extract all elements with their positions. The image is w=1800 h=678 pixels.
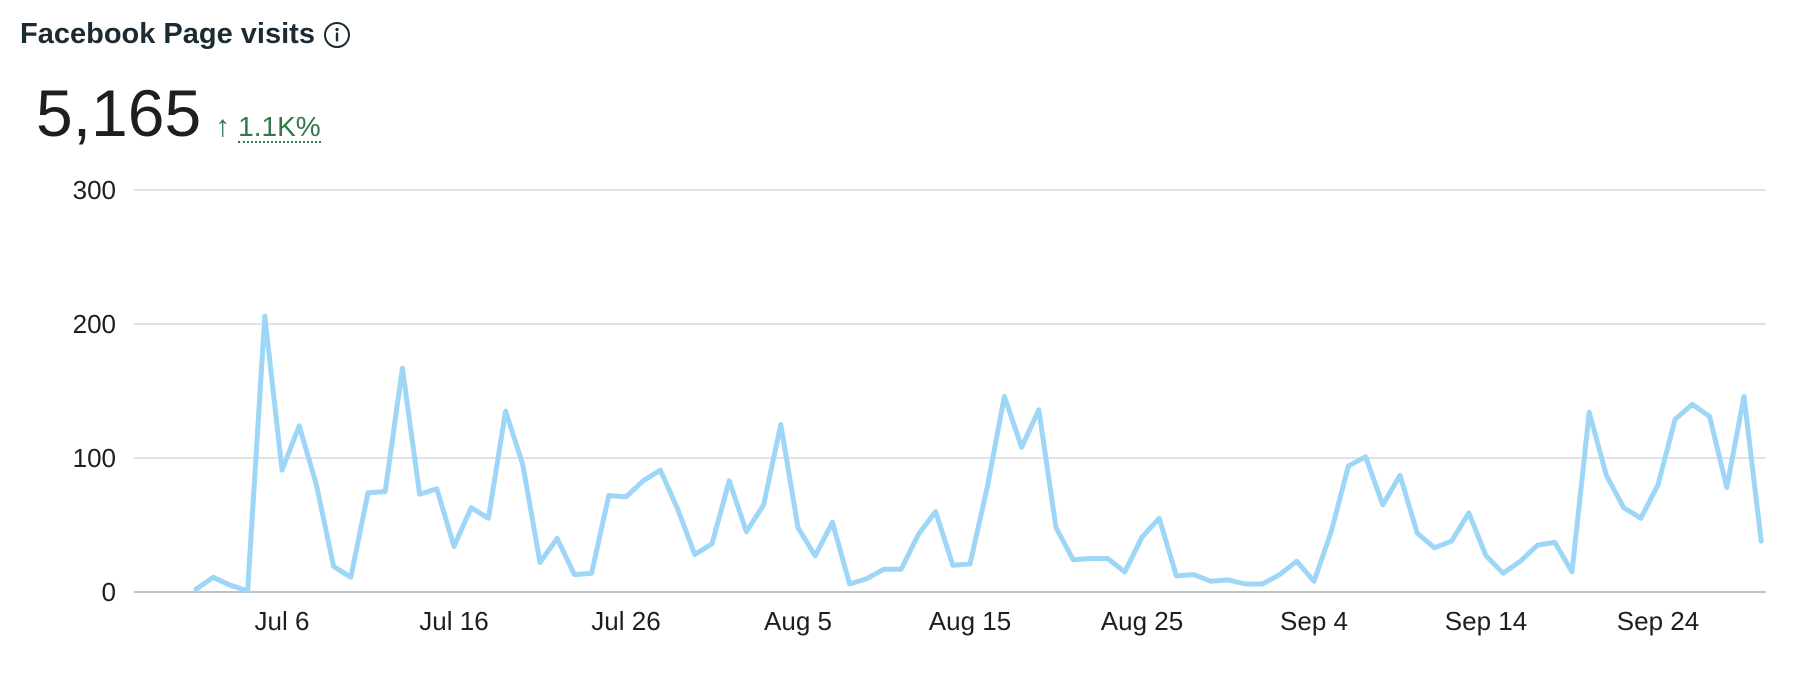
x-tick-label: Aug 5 bbox=[764, 606, 832, 636]
total-visits-stat: 5,165 ↑ 1.1K% bbox=[36, 80, 321, 146]
series-line bbox=[193, 313, 1764, 594]
x-tick-label: Aug 25 bbox=[1101, 606, 1183, 636]
x-tick-label: Aug 15 bbox=[929, 606, 1011, 636]
info-circle-icon[interactable] bbox=[323, 21, 351, 49]
arrow-up-icon: ↑ bbox=[215, 110, 231, 143]
x-tick-label: Jul 16 bbox=[419, 606, 488, 636]
x-tick-label: Jul 6 bbox=[255, 606, 310, 636]
chart-header: Facebook Page visits bbox=[20, 18, 351, 51]
delta-percent[interactable]: 1.1K% bbox=[238, 111, 321, 144]
y-tick-label: 300 bbox=[73, 175, 116, 205]
x-tick-label: Sep 24 bbox=[1617, 606, 1699, 636]
chart-title: Facebook Page visits bbox=[20, 18, 315, 50]
x-tick-label: Jul 26 bbox=[591, 606, 660, 636]
x-tick-label: Sep 4 bbox=[1280, 606, 1348, 636]
delta-indicator: ↑ 1.1K% bbox=[215, 110, 321, 144]
y-tick-label: 100 bbox=[73, 443, 116, 473]
total-visits-value: 5,165 bbox=[36, 76, 202, 150]
y-tick-label: 0 bbox=[102, 577, 116, 607]
x-tick-label: Sep 14 bbox=[1445, 606, 1527, 636]
y-tick-label: 200 bbox=[73, 309, 116, 339]
